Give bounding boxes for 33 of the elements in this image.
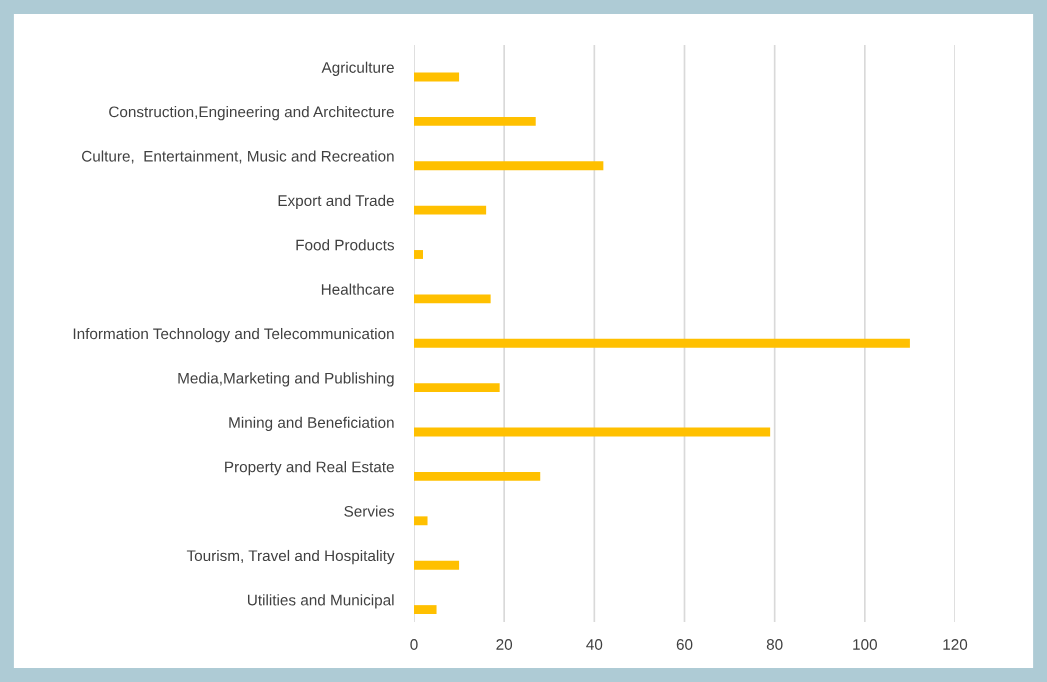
x-tick-label: 20 — [496, 639, 513, 650]
bar — [414, 72, 460, 82]
bar — [414, 294, 491, 304]
bar — [414, 516, 428, 526]
y-tick-label: Export and Trade — [278, 194, 394, 210]
bar — [414, 161, 604, 171]
bar — [414, 605, 437, 615]
x-tick-label: 80 — [766, 639, 783, 650]
y-tick-label: Utilities and Municipal — [247, 594, 394, 609]
y-tick-label: Mining and Beneficiation — [229, 416, 394, 431]
y-tick-label: Construction,Engineering and Architecture — [109, 106, 394, 121]
bar — [414, 205, 487, 215]
y-tick-label: Servies — [344, 505, 395, 517]
y-tick-label: Tourism, Travel and Hospitality — [186, 549, 395, 565]
bar — [414, 427, 771, 437]
y-tick-label: Culture, Entertainment, Music and Recreation — [82, 150, 394, 164]
bar — [414, 383, 500, 393]
x-tick-label: 40 — [586, 639, 603, 650]
bar — [414, 116, 536, 126]
y-tick-label: Healthcare — [321, 283, 394, 295]
bar — [414, 560, 460, 570]
bar — [414, 471, 541, 481]
x-tick-label: 100 — [853, 639, 877, 650]
bar — [414, 250, 424, 259]
y-tick-label: Information Technology and Telecommunication — [73, 327, 394, 343]
y-tick-label: Property and Real Estate — [225, 461, 394, 476]
y-tick-label: Media,Marketing and Publishing — [178, 372, 394, 387]
bar — [414, 338, 910, 348]
x-tick-label: 0 — [410, 639, 418, 650]
y-tick-label: Agriculture — [321, 61, 394, 76]
y-tick-label: Food Products — [296, 239, 395, 251]
x-tick-label: 60 — [676, 639, 693, 650]
x-tick-label: 120 — [943, 639, 968, 650]
